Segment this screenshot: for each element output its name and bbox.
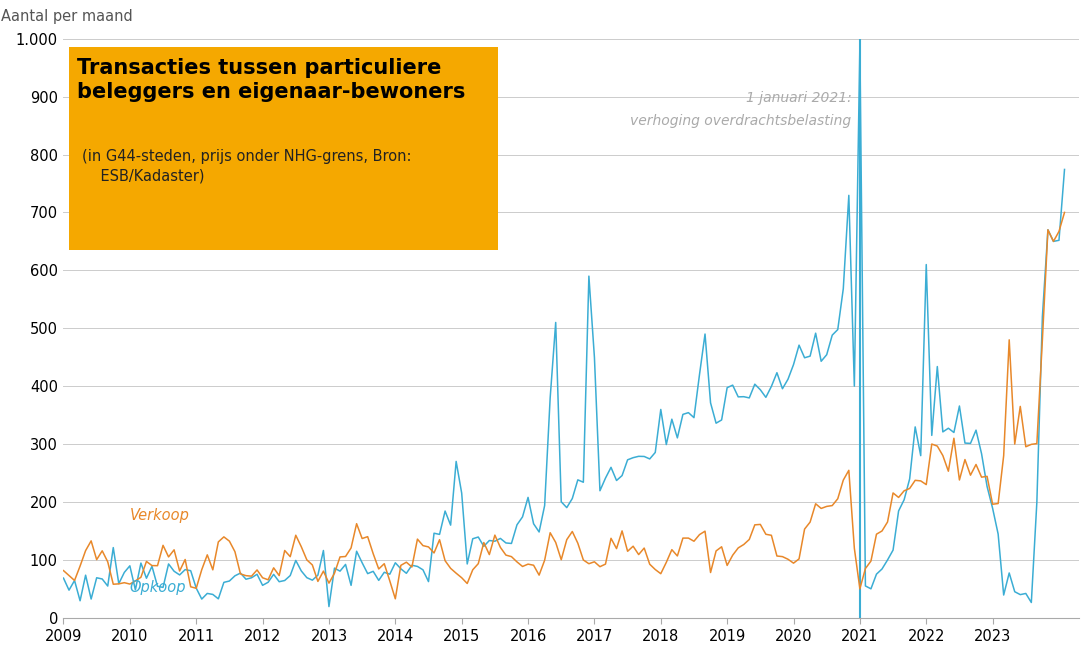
Bar [69, 47, 498, 250]
Text: 1 januari 2021:: 1 januari 2021: [746, 91, 851, 105]
Text: Opkoop: Opkoop [130, 580, 186, 595]
Text: (in G44-steden, prijs onder NHG-grens, Bron:
    ESB/Kadaster): (in G44-steden, prijs onder NHG-grens, B… [82, 149, 412, 183]
Text: Aantal per maand: Aantal per maand [0, 9, 132, 24]
Text: Transacties tussen particuliere
beleggers en eigenaar-bewoners: Transacties tussen particuliere belegger… [76, 58, 465, 102]
Text: verhoging overdrachtsbelasting: verhoging overdrachtsbelasting [630, 114, 851, 128]
Text: Verkoop: Verkoop [130, 508, 190, 523]
